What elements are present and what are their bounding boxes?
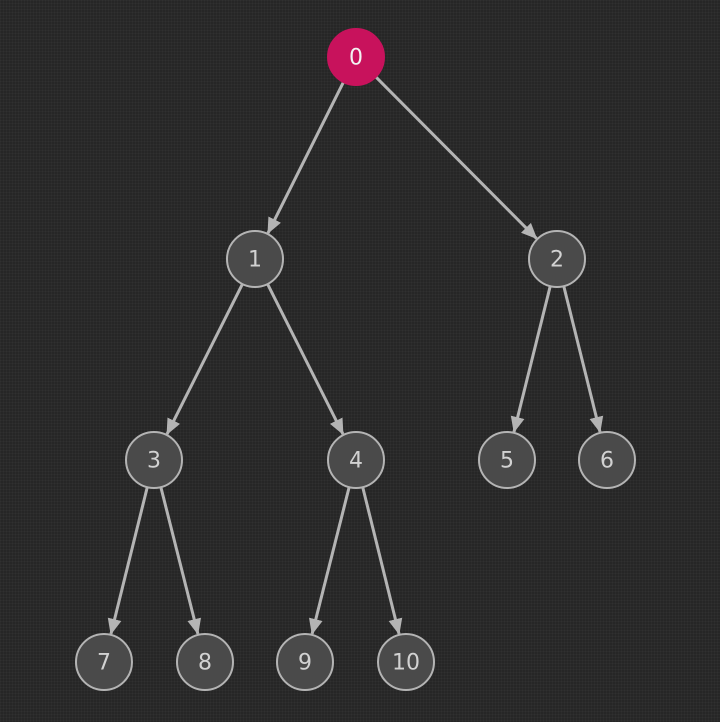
- node-label: 5: [500, 449, 514, 474]
- edges-layer: [107, 75, 604, 635]
- tree-node-7: 7: [75, 633, 133, 691]
- node-circle: [75, 633, 133, 691]
- edge-3-to-7-arrow: [107, 486, 149, 635]
- node-circle: [578, 431, 636, 489]
- edge-2-to-5-arrow: [510, 285, 552, 433]
- node-circle: [226, 230, 284, 288]
- tree-node-3: 3: [125, 431, 183, 489]
- node-label: 7: [97, 651, 111, 676]
- tree-node-6: 6: [578, 431, 636, 489]
- tree-node-5: 5: [478, 431, 536, 489]
- tree-node-4: 4: [327, 431, 385, 489]
- node-label: 4: [349, 449, 363, 474]
- tree-node-8: 8: [176, 633, 234, 691]
- node-circle: [377, 633, 435, 691]
- node-circle: [327, 28, 385, 86]
- nodes-layer: 0 1 2 3 4 5 6 7 8 9 10: [75, 28, 636, 691]
- node-label: 2: [550, 248, 564, 273]
- node-circle: [176, 633, 234, 691]
- edge-4-to-10-arrow: [361, 486, 403, 635]
- node-label: 3: [147, 449, 161, 474]
- edge-1-to-3-arrow: [165, 283, 244, 435]
- node-label: 9: [298, 651, 312, 676]
- node-circle: [276, 633, 334, 691]
- node-circle: [125, 431, 183, 489]
- node-label: 1: [248, 248, 262, 273]
- edge-3-to-8-arrow: [159, 486, 202, 635]
- tree-node-0: 0: [327, 28, 385, 86]
- node-label: 0: [349, 46, 363, 71]
- tree-node-10: 10: [377, 633, 435, 691]
- node-circle: [528, 230, 586, 288]
- node-label: 6: [600, 449, 614, 474]
- tree-node-2: 2: [528, 230, 586, 288]
- edge-1-to-4-arrow: [266, 283, 345, 435]
- tree-node-9: 9: [276, 633, 334, 691]
- edge-4-to-9-arrow: [308, 486, 351, 635]
- edge-2-to-6-arrow: [562, 285, 604, 433]
- node-label: 8: [198, 651, 212, 676]
- edge-0-to-1-arrow: [266, 81, 345, 234]
- node-label: 10: [392, 651, 420, 676]
- node-circle: [327, 431, 385, 489]
- edge-0-to-2-arrow: [374, 75, 538, 240]
- tree-node-1: 1: [226, 230, 284, 288]
- node-circle: [478, 431, 536, 489]
